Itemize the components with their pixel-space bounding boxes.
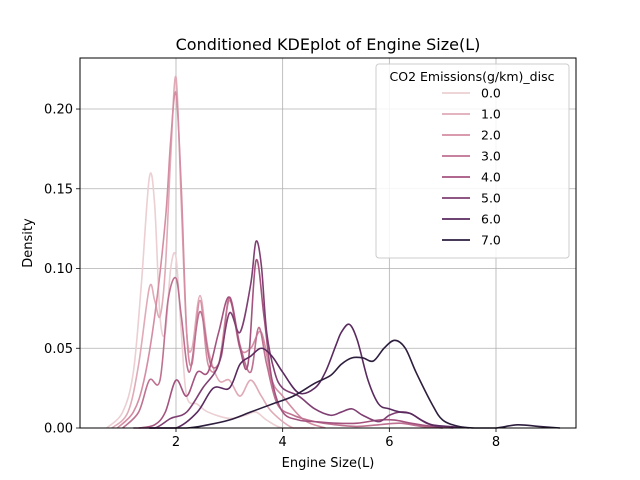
series-line-6-0 xyxy=(149,323,470,429)
x-axis-label: Engine Size(L) xyxy=(282,456,375,471)
x-tick-label: 4 xyxy=(279,435,287,450)
series-lines xyxy=(106,75,561,429)
series-line-2-0 xyxy=(116,91,326,429)
series-line-5-0 xyxy=(133,240,443,429)
series-line-4-0 xyxy=(138,258,454,429)
legend-label: 0.0 xyxy=(481,86,501,101)
x-tick-label: 8 xyxy=(492,435,500,450)
y-tick-label: 0.15 xyxy=(44,182,73,197)
series-line-0-0 xyxy=(106,172,310,429)
series-line-7-0 xyxy=(149,339,561,429)
plot-frame xyxy=(79,57,577,429)
legend-box xyxy=(375,63,570,259)
x-tick-label: 2 xyxy=(172,435,180,450)
ticks: 2 4 6 8 0.00 0.05 0.10 0.15 0.20 xyxy=(44,103,500,450)
legend-label: 6.0 xyxy=(481,212,501,227)
y-tick-label: 0.00 xyxy=(44,422,73,437)
chart-title: Conditioned KDEplot of Engine Size(L) xyxy=(176,35,481,54)
legend-label: 4.0 xyxy=(481,170,501,185)
x-tick-label: 6 xyxy=(385,435,393,450)
legend-title: CO2 Emissions(g/km)_disc xyxy=(390,69,555,84)
y-tick-label: 0.20 xyxy=(44,103,73,118)
legend-label: 1.0 xyxy=(481,107,501,122)
legend-label: 5.0 xyxy=(481,191,501,206)
legend: CO2 Emissions(g/km)_disc 0.0 1.0 2.0 3.0 4.0… xyxy=(375,63,570,259)
y-tick-label: 0.05 xyxy=(44,342,73,357)
legend-label: 3.0 xyxy=(481,149,501,164)
y-axis-label: Density xyxy=(21,218,36,268)
legend-label: 7.0 xyxy=(481,233,501,248)
y-tick-label: 0.10 xyxy=(44,262,73,277)
legend-label: 2.0 xyxy=(481,128,501,143)
